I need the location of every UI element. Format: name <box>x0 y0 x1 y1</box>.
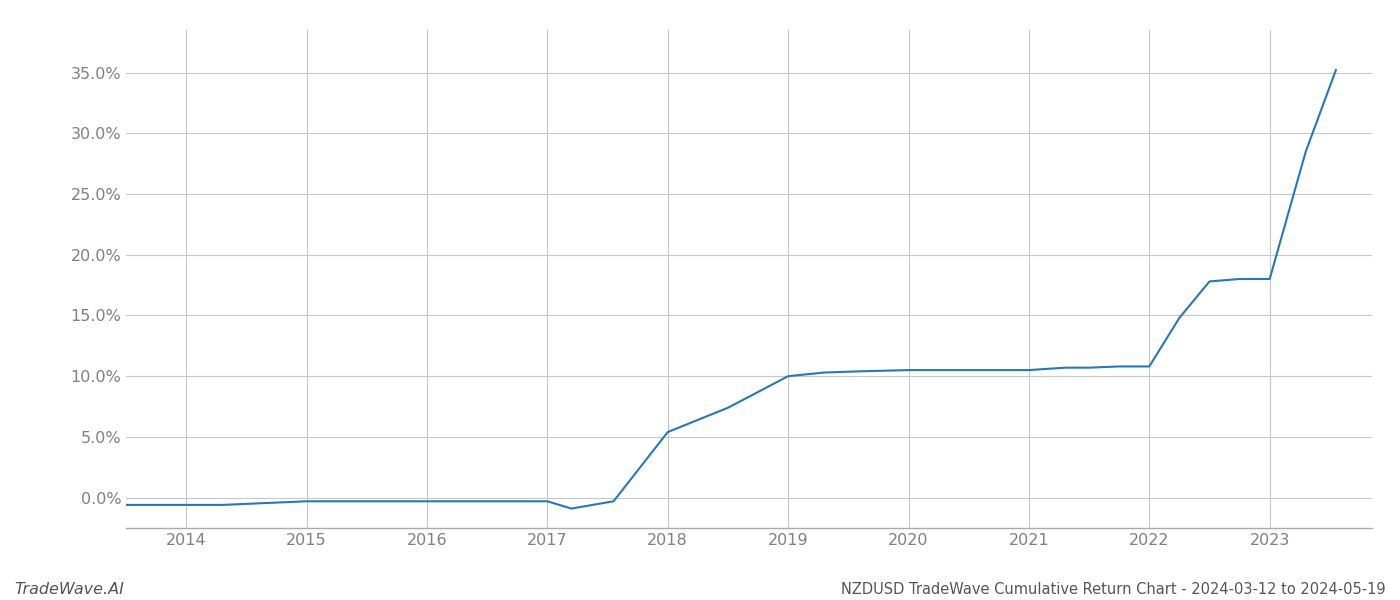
Text: NZDUSD TradeWave Cumulative Return Chart - 2024-03-12 to 2024-05-19: NZDUSD TradeWave Cumulative Return Chart… <box>841 582 1386 597</box>
Text: TradeWave.AI: TradeWave.AI <box>14 582 123 597</box>
